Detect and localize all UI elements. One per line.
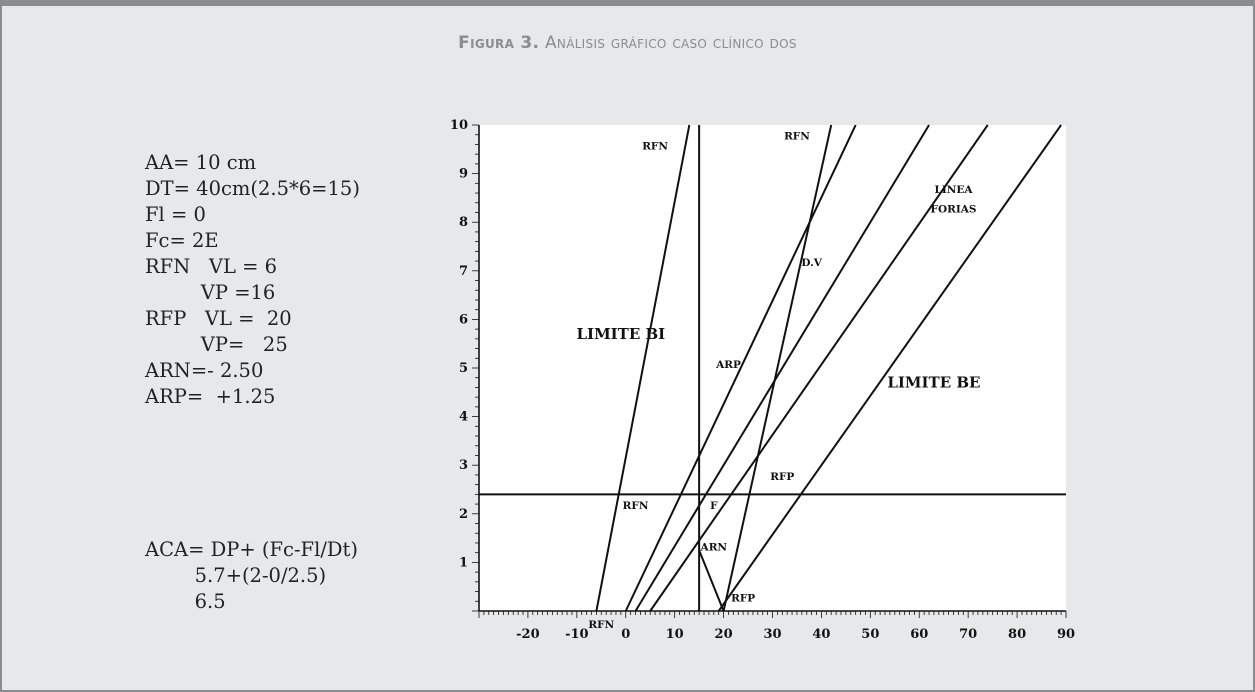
x-tick-label: -10 xyxy=(565,627,589,642)
note-line: RFN VL = 6 xyxy=(145,255,278,278)
chart-line xyxy=(698,549,725,612)
note-line: DT= 40cm(2.5*6=15) xyxy=(145,177,360,200)
formula-line: 6.5 xyxy=(145,590,226,613)
chart-lines xyxy=(479,124,1066,612)
x-tick-label: 20 xyxy=(715,627,733,642)
note-line: ARN=- 2.50 xyxy=(145,359,264,382)
chart-annotation: FORIAS xyxy=(931,203,977,215)
chart-annotation: ARN xyxy=(700,541,728,553)
chart-annotation: F xyxy=(710,500,718,512)
chart-annotation: LINEA xyxy=(934,184,973,196)
chart-annotation: RFN xyxy=(784,131,810,143)
y-tick-label: 9 xyxy=(459,167,468,182)
note-line: RFP VL = 20 xyxy=(145,307,292,330)
chart-annotation: RFN xyxy=(642,140,668,152)
chart-line xyxy=(624,124,857,612)
y-tick-label: 3 xyxy=(459,458,468,473)
x-tick-label: 90 xyxy=(1057,627,1075,642)
x-tick-label: 70 xyxy=(959,627,977,642)
x-tick-label: 50 xyxy=(861,627,879,642)
aca-formula: ACA= DP+ (Fc-Fl/Dt) 5.7+(2-0/2.5) 6.5 xyxy=(145,537,358,615)
x-tick-label: 60 xyxy=(910,627,928,642)
figure-caption: Análisis gráfico caso clínico dos xyxy=(544,33,797,53)
chart-line xyxy=(634,124,930,612)
chart-line xyxy=(722,124,833,612)
chart-annotation: RFN xyxy=(588,619,614,631)
note-line: AA= 10 cm xyxy=(145,151,257,174)
x-tick-label: 0 xyxy=(621,627,630,642)
formula-line: ACA= DP+ (Fc-Fl/Dt) xyxy=(145,538,358,561)
note-line: ARP= +1.25 xyxy=(145,385,276,408)
y-tick-label: 6 xyxy=(459,312,468,327)
figure-title: Figura 3. Análisis gráfico caso clínico … xyxy=(0,33,1255,53)
y-tick-label: 4 xyxy=(459,410,468,425)
annotations: RFN RFN LINEA FORIAS D.V LIMITE BI ARP LIMITE B… xyxy=(577,131,981,631)
y-tick-label: 8 xyxy=(459,215,468,230)
note-line: Fc= 2E xyxy=(145,229,219,252)
x-tick-label: -20 xyxy=(516,627,540,642)
figure-label: Figura 3. xyxy=(458,33,540,53)
chart-annotation: ARP xyxy=(715,359,741,371)
axes xyxy=(478,125,1066,612)
x-tick-label: 30 xyxy=(763,627,781,642)
chart-annotation: RFP xyxy=(731,592,755,604)
x-tick-label: 40 xyxy=(812,627,830,642)
y-tick-label: 5 xyxy=(459,361,468,376)
plot-area xyxy=(479,125,1066,611)
y-tick-label: 10 xyxy=(450,118,468,133)
chart-line xyxy=(649,124,989,612)
chart-annotation: RFP xyxy=(770,471,794,483)
x-tick-label: 80 xyxy=(1008,627,1026,642)
x-tick-label: 10 xyxy=(666,627,684,642)
note-line: Fl = 0 xyxy=(145,203,206,226)
note-line: VP =16 xyxy=(145,281,276,304)
chart-line xyxy=(595,124,691,612)
case-notes: AA= 10 cm DT= 40cm(2.5*6=15) Fl = 0 Fc= … xyxy=(145,150,360,410)
y-tick-label: 1 xyxy=(459,555,468,570)
chart-annotation: LIMITE BE xyxy=(887,373,980,391)
chart-line xyxy=(717,124,1062,612)
chart-annotation: LIMITE BI xyxy=(577,325,666,343)
y-tick-label: 7 xyxy=(459,264,468,279)
y-tick-label: 2 xyxy=(459,507,468,522)
tick-labels: -20 -10 0 10 20 30 40 50 60 70 80 90 1 2 3 4 5 6 7 8 9 10 xyxy=(450,118,1075,642)
chart-annotation: D.V xyxy=(801,257,822,269)
chart-annotation: RFN xyxy=(623,500,649,512)
note-line: VP= 25 xyxy=(145,333,288,356)
formula-line: 5.7+(2-0/2.5) xyxy=(145,564,327,587)
